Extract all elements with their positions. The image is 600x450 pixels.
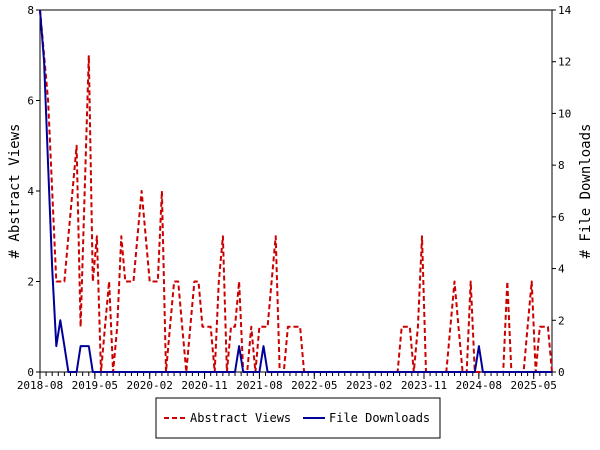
right-y-tick-label: 14 bbox=[558, 4, 572, 17]
x-tick-label: 2025-05 bbox=[511, 379, 557, 392]
legend-box bbox=[155, 397, 441, 439]
x-tick-label: 2024-08 bbox=[456, 379, 502, 392]
legend-label-file-downloads: File Downloads bbox=[329, 411, 430, 425]
plot-frame bbox=[39, 9, 553, 373]
right-y-axis-title: # File Downloads bbox=[578, 124, 594, 259]
left-y-tick-label: 0 bbox=[27, 366, 34, 379]
series-line-file-downloads bbox=[39, 9, 552, 373]
right-y-axis-ticks: 0 2 4 6 8 10 12 14 bbox=[552, 4, 572, 379]
right-y-tick-label: 10 bbox=[558, 107, 571, 120]
x-tick-label: 2023-11 bbox=[401, 379, 447, 392]
left-y-tick-label: 6 bbox=[27, 95, 34, 108]
x-tick-label: 2020-11 bbox=[181, 379, 227, 392]
x-tick-label: 2021-08 bbox=[236, 379, 282, 392]
x-tick-label: 2018-08 bbox=[17, 379, 63, 392]
x-tick-label: 2020-02 bbox=[127, 379, 173, 392]
right-y-tick-label: 0 bbox=[558, 366, 565, 379]
x-tick-label: 2023-02 bbox=[346, 379, 392, 392]
left-y-tick-label: 8 bbox=[27, 4, 34, 17]
legend: Abstract Views File Downloads bbox=[155, 397, 441, 439]
x-axis-ticks: 2018-08 2019-05 2020-02 2020-11 2021-08 2022-… bbox=[17, 372, 557, 392]
right-y-tick-label: 6 bbox=[558, 211, 565, 224]
x-tick-label: 2019-05 bbox=[72, 379, 118, 392]
right-y-tick-label: 4 bbox=[558, 263, 565, 276]
legend-label-abstract-views: Abstract Views bbox=[190, 411, 291, 425]
right-y-tick-label: 12 bbox=[558, 56, 571, 69]
left-y-tick-label: 4 bbox=[27, 185, 34, 198]
left-y-tick-label: 2 bbox=[27, 276, 34, 289]
right-y-tick-label: 2 bbox=[558, 314, 565, 327]
left-y-axis-title: # Abstract Views bbox=[7, 124, 23, 259]
right-y-tick-label: 8 bbox=[558, 159, 565, 172]
left-y-axis-ticks: 0 2 4 6 8 bbox=[27, 4, 40, 379]
series-lines bbox=[39, 9, 553, 373]
x-tick-label: 2022-05 bbox=[291, 379, 337, 392]
